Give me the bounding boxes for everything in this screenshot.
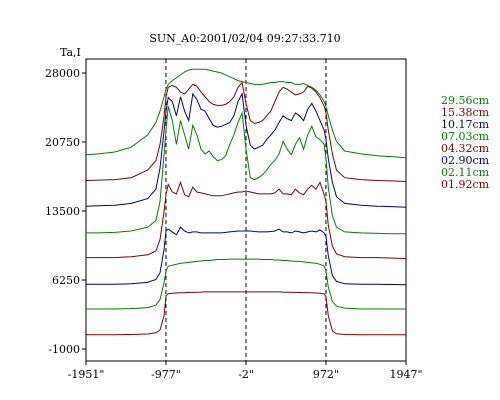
series-group [85,68,407,336]
legend: 29.56cm15.38cm10.17cm07.03cm04.32cm02.90… [441,94,490,191]
series-line-1 [85,81,407,182]
series-line-5 [86,226,407,286]
x-tick-label-3: 972" [313,368,339,381]
series-line-7 [86,291,406,336]
y-axis-label: Ta,I [60,46,81,59]
x-tick-label-2: -2" [238,368,254,381]
legend-entry-5: 02.90cm [441,154,490,167]
series-line-2 [85,92,407,208]
x-axis-ticks: -1951" -977" -2" 972" 1947" [68,361,423,381]
legend-entry-7: 01.92cm [441,178,490,191]
y-tick-label-4: -1000 [48,343,80,356]
y-axis-ticks: 28000 20750 13500 6250 -1000 [45,67,86,356]
y-tick-label-3: 6250 [52,274,80,287]
x-tick-label-0: -1951" [68,368,105,381]
legend-entry-1: 15.38cm [441,106,490,119]
chart-title: SUN_A0:2001/02/04 09:27:33.710 [149,32,340,45]
legend-entry-2: 10.17cm [441,118,490,131]
x-tick-label-4: 1947" [389,368,422,381]
series-line-3 [86,106,406,235]
legend-entry-0: 29.56cm [441,94,490,107]
legend-entry-4: 04.32cm [441,142,490,155]
series-line-0 [85,68,407,159]
y-tick-label-0: 28000 [45,67,80,80]
x-tick-label-1: -977" [151,368,181,381]
series-line-6 [86,258,406,310]
y-tick-label-2: 13500 [45,205,80,218]
y-tick-label-1: 20750 [45,136,80,149]
legend-entry-6: 02.11cm [441,166,490,179]
legend-entry-3: 07.03cm [441,130,490,143]
series-line-4 [86,180,407,260]
